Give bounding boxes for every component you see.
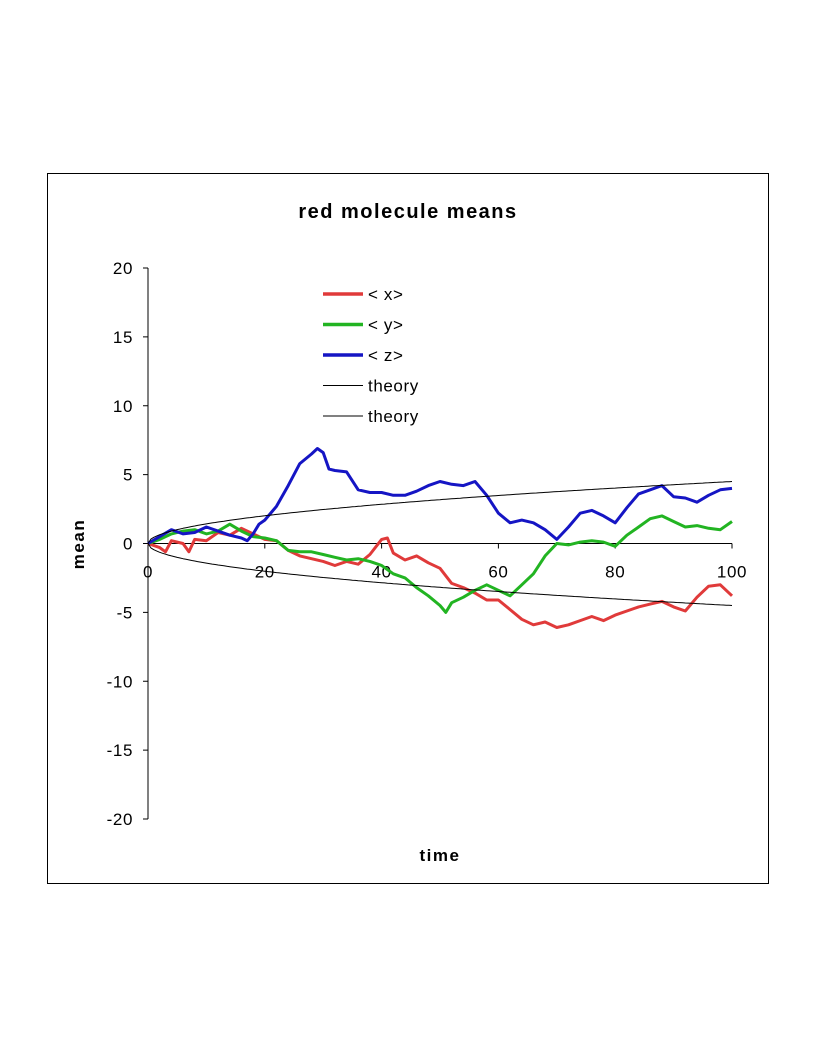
chart-title: red molecule means xyxy=(298,201,517,223)
y-tick-label: -15 xyxy=(107,741,133,760)
y-tick-label: -5 xyxy=(117,603,133,622)
legend-label: < x> xyxy=(368,285,403,304)
legend: < x> < y> < z> theory theory xyxy=(323,285,419,426)
legend-label: < y> xyxy=(368,316,403,335)
y-tick-label: 5 xyxy=(123,466,133,485)
x-tick-label: 100 xyxy=(717,563,747,582)
y-tick-label: 15 xyxy=(113,328,133,347)
x-tick-label: 0 xyxy=(143,563,153,582)
x-tick-label: 80 xyxy=(605,563,625,582)
chart-frame: red molecule means time mean 20 15 10 5 0 -5 -… xyxy=(47,173,769,884)
y-tick-label: 0 xyxy=(123,535,133,554)
y-tick-label: 20 xyxy=(113,259,133,278)
legend-label: theory xyxy=(368,377,419,396)
y-tick-label: -10 xyxy=(107,672,133,691)
y-axis-label: mean xyxy=(69,519,88,569)
x-tick-label: 20 xyxy=(255,563,275,582)
series-line-y xyxy=(147,514,733,614)
legend-label: theory xyxy=(368,407,419,426)
series-line-theory-3 xyxy=(147,481,733,544)
y-tick-label: -20 xyxy=(107,810,133,829)
legend-label: < z> xyxy=(368,346,403,365)
y-tick-label: 10 xyxy=(113,397,133,416)
x-tick-label: 60 xyxy=(488,563,508,582)
chart-svg: red molecule means time mean 20 15 10 5 0 -5 -… xyxy=(69,201,747,865)
x-axis-label: time xyxy=(420,846,461,865)
series-line-theory-4 xyxy=(147,543,733,606)
series-line-z xyxy=(147,447,733,545)
